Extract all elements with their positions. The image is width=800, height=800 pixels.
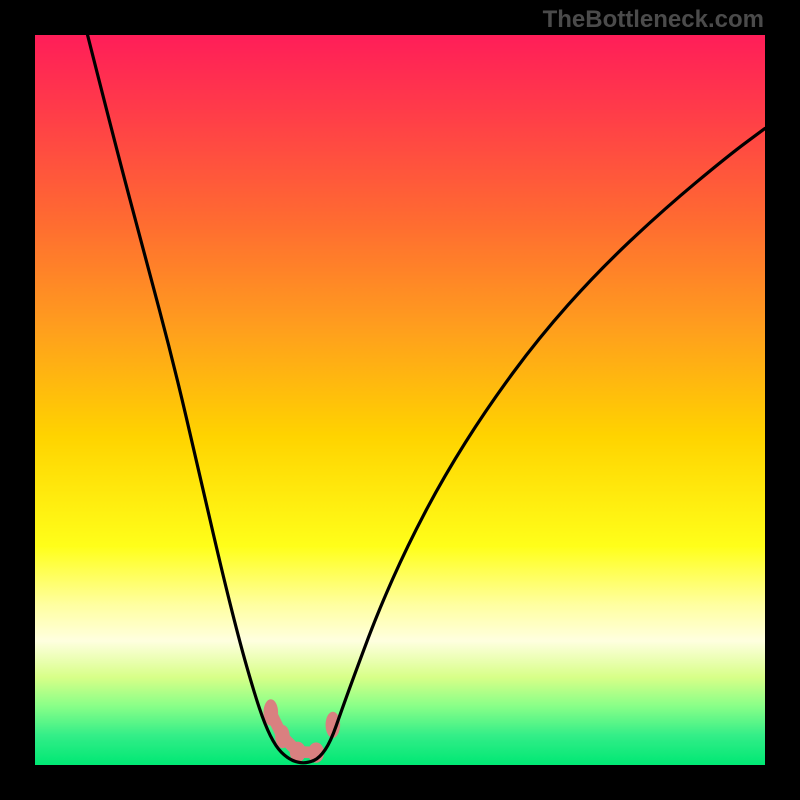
bottom-highlight-marks	[263, 699, 340, 763]
curve-layer	[0, 0, 800, 800]
watermark-text: TheBottleneck.com	[543, 6, 764, 34]
bottleneck-curve	[88, 35, 765, 763]
chart-stage: TheBottleneck.com	[0, 0, 800, 800]
